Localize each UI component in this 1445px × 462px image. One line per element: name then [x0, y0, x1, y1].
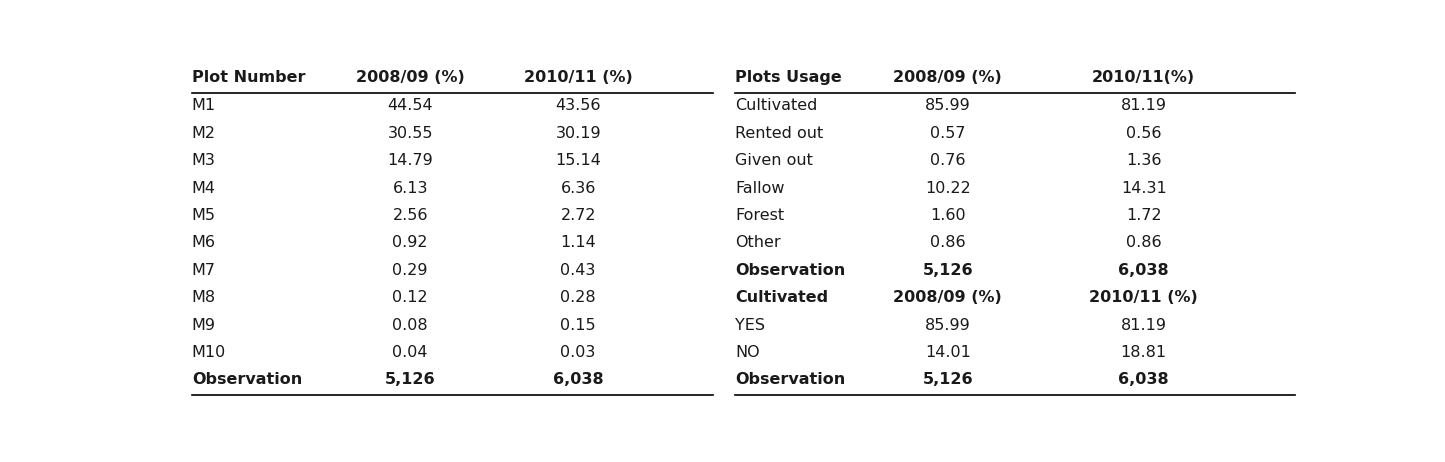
Text: M1: M1: [192, 98, 215, 114]
Text: YES: YES: [736, 317, 764, 333]
Text: 5,126: 5,126: [922, 372, 972, 388]
Text: M4: M4: [192, 181, 215, 196]
Text: 85.99: 85.99: [925, 98, 971, 114]
Text: 30.55: 30.55: [387, 126, 434, 141]
Text: Rented out: Rented out: [736, 126, 824, 141]
Text: 2008/09 (%): 2008/09 (%): [355, 70, 465, 85]
Text: 6,038: 6,038: [1118, 372, 1169, 388]
Text: 1.14: 1.14: [561, 236, 595, 250]
Text: 14.31: 14.31: [1121, 181, 1166, 196]
Text: 81.19: 81.19: [1121, 317, 1166, 333]
Text: 2008/09 (%): 2008/09 (%): [893, 70, 1003, 85]
Text: M5: M5: [192, 208, 215, 223]
Text: 0.76: 0.76: [931, 153, 965, 168]
Text: 0.92: 0.92: [393, 236, 428, 250]
Text: 2010/11 (%): 2010/11 (%): [523, 70, 633, 85]
Text: Observation: Observation: [736, 263, 845, 278]
Text: 2.56: 2.56: [393, 208, 428, 223]
Text: 14.01: 14.01: [925, 345, 971, 360]
Text: 81.19: 81.19: [1121, 98, 1166, 114]
Text: Observation: Observation: [192, 372, 302, 388]
Text: 1.36: 1.36: [1126, 153, 1162, 168]
Text: 0.12: 0.12: [393, 290, 428, 305]
Text: 6,038: 6,038: [553, 372, 604, 388]
Text: M10: M10: [192, 345, 225, 360]
Text: 0.15: 0.15: [561, 317, 595, 333]
Text: M8: M8: [192, 290, 215, 305]
Text: M7: M7: [192, 263, 215, 278]
Text: 43.56: 43.56: [555, 98, 601, 114]
Text: 6,038: 6,038: [1118, 263, 1169, 278]
Text: 0.04: 0.04: [393, 345, 428, 360]
Text: 5,126: 5,126: [384, 372, 435, 388]
Text: M3: M3: [192, 153, 215, 168]
Text: 0.03: 0.03: [561, 345, 595, 360]
Text: Cultivated: Cultivated: [736, 290, 828, 305]
Text: 10.22: 10.22: [925, 181, 971, 196]
Text: Observation: Observation: [736, 372, 845, 388]
Text: Other: Other: [736, 236, 780, 250]
Text: 30.19: 30.19: [555, 126, 601, 141]
Text: Cultivated: Cultivated: [736, 98, 818, 114]
Text: 15.14: 15.14: [555, 153, 601, 168]
Text: 1.60: 1.60: [931, 208, 965, 223]
Text: Fallow: Fallow: [736, 181, 785, 196]
Text: 2008/09 (%): 2008/09 (%): [893, 290, 1003, 305]
Text: M6: M6: [192, 236, 215, 250]
Text: 0.08: 0.08: [393, 317, 428, 333]
Text: 0.57: 0.57: [931, 126, 965, 141]
Text: Given out: Given out: [736, 153, 814, 168]
Text: Plots Usage: Plots Usage: [736, 70, 842, 85]
Text: 2010/11 (%): 2010/11 (%): [1090, 290, 1198, 305]
Text: 1.72: 1.72: [1126, 208, 1162, 223]
Text: 6.36: 6.36: [561, 181, 595, 196]
Text: Forest: Forest: [736, 208, 785, 223]
Text: 0.28: 0.28: [561, 290, 595, 305]
Text: M9: M9: [192, 317, 215, 333]
Text: Plot Number: Plot Number: [192, 70, 305, 85]
Text: 2010/11(%): 2010/11(%): [1092, 70, 1195, 85]
Text: 44.54: 44.54: [387, 98, 434, 114]
Text: 0.86: 0.86: [931, 236, 965, 250]
Text: 0.56: 0.56: [1126, 126, 1162, 141]
Text: 0.29: 0.29: [393, 263, 428, 278]
Text: NO: NO: [736, 345, 760, 360]
Text: 0.86: 0.86: [1126, 236, 1162, 250]
Text: 5,126: 5,126: [922, 263, 972, 278]
Text: 6.13: 6.13: [393, 181, 428, 196]
Text: M2: M2: [192, 126, 215, 141]
Text: 85.99: 85.99: [925, 317, 971, 333]
Text: 2.72: 2.72: [561, 208, 595, 223]
Text: 0.43: 0.43: [561, 263, 595, 278]
Text: 18.81: 18.81: [1121, 345, 1166, 360]
Text: 14.79: 14.79: [387, 153, 434, 168]
